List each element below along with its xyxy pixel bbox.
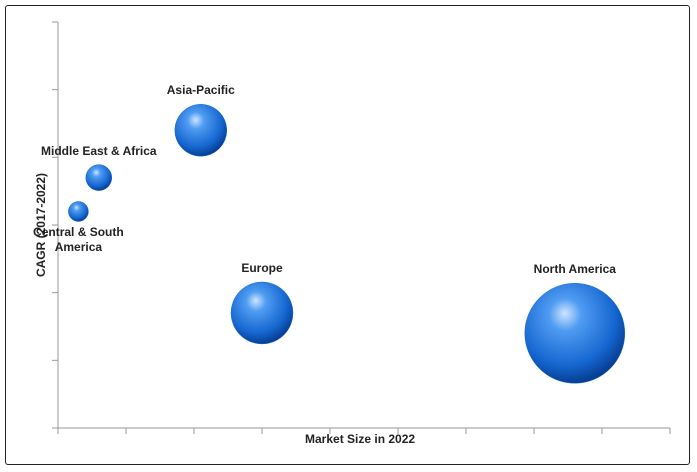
bubble-label: Europe xyxy=(241,260,283,275)
bubble xyxy=(174,104,228,157)
bubble xyxy=(230,281,294,345)
bubble-label: Central & South America xyxy=(33,225,124,255)
bubble-label: Middle East & Africa xyxy=(41,143,157,158)
bubble xyxy=(68,201,89,222)
x-axis-title: Market Size in 2022 xyxy=(305,432,416,446)
bubble-label: North America xyxy=(533,262,616,277)
bubble xyxy=(524,283,626,384)
chart-frame xyxy=(5,5,690,465)
bubble-label: Asia-Pacific xyxy=(166,83,235,98)
bubble xyxy=(85,164,113,191)
